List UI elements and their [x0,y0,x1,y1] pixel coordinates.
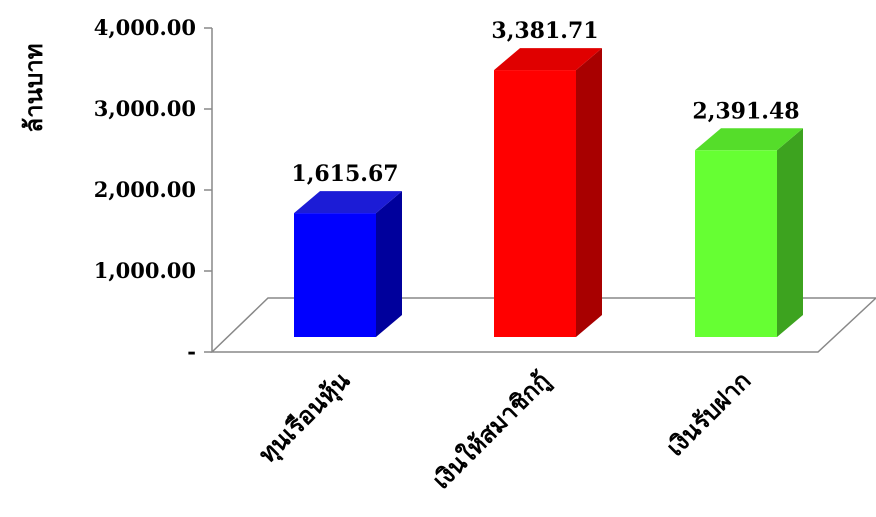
bar-front [494,70,576,338]
bar-side [376,191,402,337]
y-tick-label: 1,000.00 [94,258,196,283]
bar-top [294,191,402,214]
y-axis-ticks: - 1,000.00 2,000.00 3,000.00 4,000.00 [94,15,212,364]
bar [494,48,602,338]
bar [294,191,402,337]
y-tick-label: 4,000.00 [94,15,196,40]
category-label: เงินให้สมาชิกกู้ [426,366,556,496]
category-label: ทุนเรือนหุ้น [252,365,357,470]
y-tick-label: - [187,339,196,364]
value-labels: 1,615.67 3,381.71 2,391.48 [291,18,799,187]
bar-side [777,128,803,337]
y-axis-label: ล้านบาท [19,43,48,132]
category-labels: ทุนเรือนหุ้น เงินให้สมาชิกกู้ เงินรับฝาก [252,365,756,495]
bar-front [294,213,376,337]
value-label: 2,391.48 [692,98,799,124]
value-label: 1,615.67 [291,161,398,187]
bars [294,48,803,338]
y-tick-label: 2,000.00 [94,177,196,202]
y-tick-label: 3,000.00 [94,96,196,121]
category-label: เงินรับฝาก [660,366,756,462]
bar-front [695,150,777,337]
bar [695,128,803,337]
bar-top [695,128,803,151]
bar-top [494,48,602,71]
bar-side [576,48,602,338]
value-label: 3,381.71 [491,18,598,44]
